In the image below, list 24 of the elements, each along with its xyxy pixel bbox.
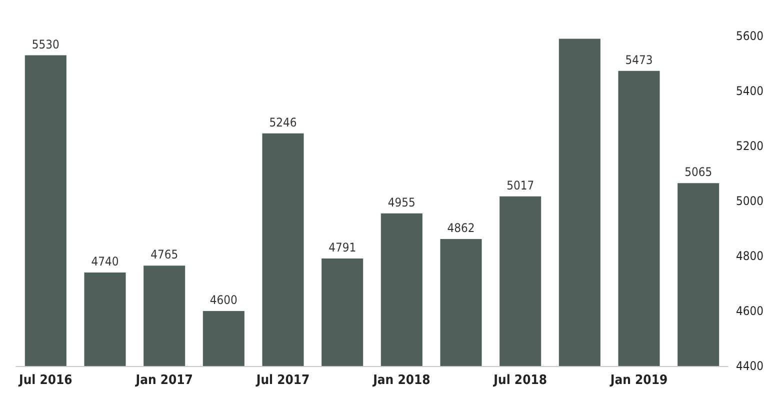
x-tick-label: Jan 2019 <box>609 373 668 388</box>
data-label: 4600 <box>210 293 238 307</box>
data-label: 4862 <box>447 220 475 235</box>
x-tick-label: Jan 2017 <box>134 373 193 388</box>
y-tick-label: 5200 <box>736 139 764 153</box>
data-label: 5530 <box>32 37 60 52</box>
data-label: 4765 <box>150 248 178 262</box>
y-tick-label: 4600 <box>736 304 764 318</box>
data-label: 4791 <box>328 240 356 254</box>
y-tick-label: 5600 <box>736 29 764 43</box>
data-label: 5065 <box>684 165 712 180</box>
data-label: 5017 <box>506 178 534 192</box>
y-tick-label: 5000 <box>736 194 764 208</box>
data-label: 4740 <box>91 254 119 268</box>
y-tick-label: 4800 <box>736 249 764 263</box>
x-tick-label: Jul 2016 <box>18 373 72 388</box>
x-tick-label: Jan 2018 <box>372 373 430 388</box>
x-tick-label: Jul 2018 <box>492 373 547 388</box>
data-label: 4955 <box>388 195 416 210</box>
y-tick-label: 5400 <box>736 84 764 98</box>
data-label: 5246 <box>269 115 297 130</box>
y-tick-label: 4400 <box>736 359 764 373</box>
data-label: 5473 <box>625 52 653 67</box>
x-tick-label: Jul 2017 <box>255 373 310 388</box>
